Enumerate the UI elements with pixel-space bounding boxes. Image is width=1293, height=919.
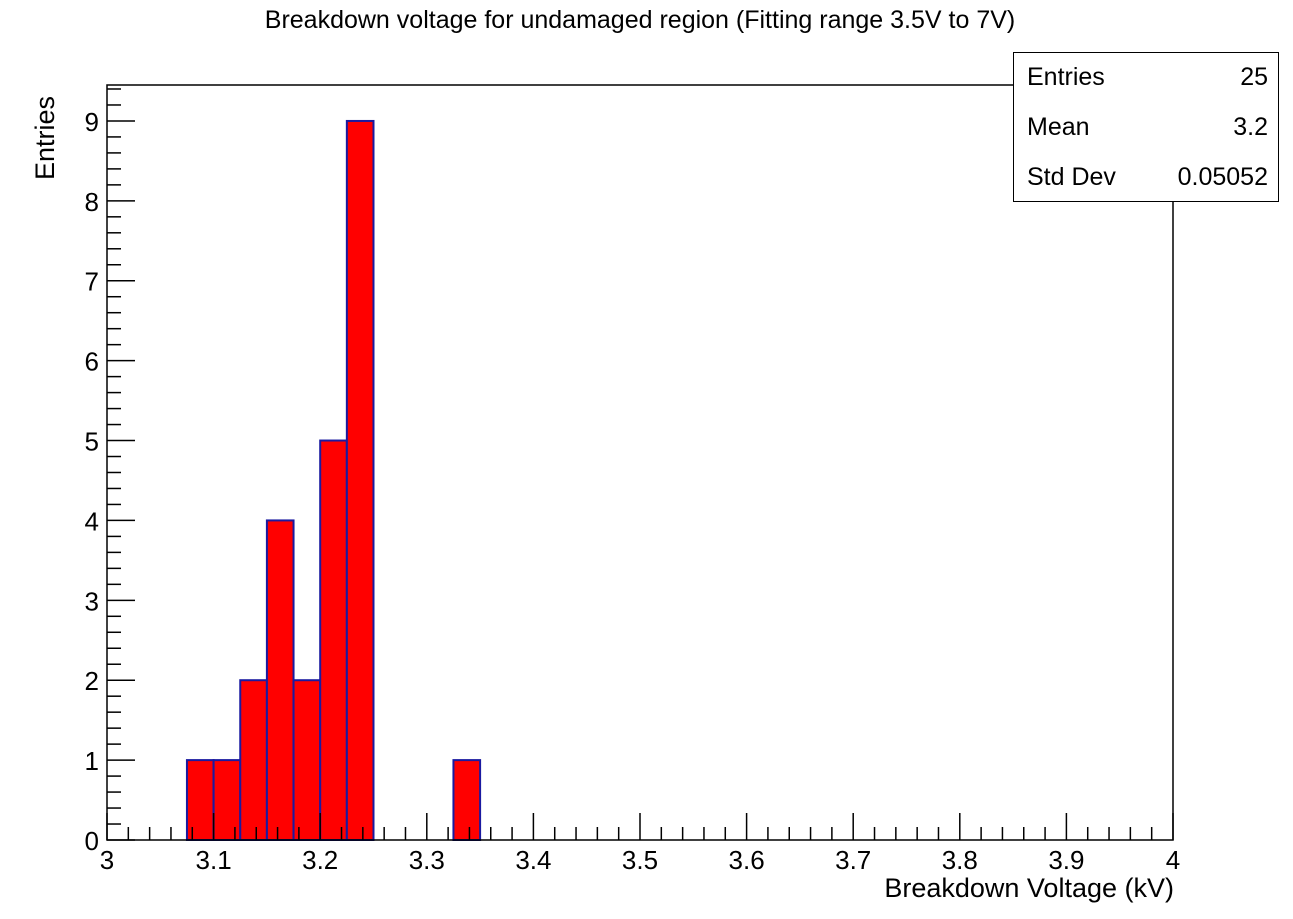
histogram-bar <box>185 759 215 842</box>
stats-row-entries: Entries 25 <box>1014 53 1278 103</box>
x-tick-label: 3 <box>100 845 114 875</box>
y-tick-label: 8 <box>85 187 99 217</box>
x-tick-label: 3.7 <box>835 845 871 875</box>
histogram-bar <box>319 439 348 841</box>
y-tick-label: 5 <box>85 427 99 457</box>
x-axis: 3 3.1 3.2 3.3 3.4 3.5 3.6 3.7 3.8 3.9 4 <box>100 813 1180 875</box>
y-tick-label: 6 <box>85 347 99 377</box>
histogram-bars <box>185 119 482 842</box>
x-tick-label: 4 <box>1166 845 1180 875</box>
stats-value: 0.05052 <box>1177 163 1268 191</box>
chart-title: Breakdown voltage for undamaged region (… <box>264 6 1016 34</box>
y-tick-label: 7 <box>85 267 99 297</box>
histogram-bar <box>345 119 375 841</box>
y-tick-label: 9 <box>85 107 99 137</box>
histogram-bar <box>239 679 268 842</box>
stats-row-mean: Mean 3.2 <box>1014 103 1278 153</box>
stats-box: Entries 25 Mean 3.2 Std Dev 0.05052 <box>1013 52 1279 202</box>
y-tick-label: 4 <box>85 506 99 536</box>
histogram-bar <box>292 679 322 842</box>
stats-label: Mean <box>1027 113 1090 141</box>
histogram-bar <box>452 759 482 842</box>
y-tick-label: 3 <box>85 586 99 616</box>
x-tick-label: 3.4 <box>515 845 551 875</box>
histogram-bar <box>265 519 295 841</box>
histogram-bar <box>212 759 242 842</box>
x-tick-label: 3.6 <box>729 845 765 875</box>
y-tick-label: 0 <box>85 826 99 856</box>
x-tick-label: 3.9 <box>1048 845 1084 875</box>
x-tick-label: 3.5 <box>622 845 658 875</box>
y-tick-label: 2 <box>85 666 99 696</box>
x-axis-label: Breakdown Voltage (kV) <box>884 873 1174 903</box>
stats-label: Entries <box>1027 63 1105 91</box>
x-tick-label: 3.3 <box>409 845 445 875</box>
stats-value: 3.2 <box>1233 113 1268 141</box>
x-tick-label: 3.8 <box>942 845 978 875</box>
x-tick-label: 3.1 <box>196 845 232 875</box>
stats-value: 25 <box>1240 63 1268 91</box>
stats-label: Std Dev <box>1027 163 1116 191</box>
y-tick-label: 1 <box>85 746 99 776</box>
stats-row-std-dev: Std Dev 0.05052 <box>1014 153 1278 203</box>
y-axis: 0 1 2 3 4 5 6 7 8 9 <box>85 88 135 856</box>
y-axis-label: Entries <box>30 95 60 180</box>
x-tick-label: 3.2 <box>302 845 338 875</box>
